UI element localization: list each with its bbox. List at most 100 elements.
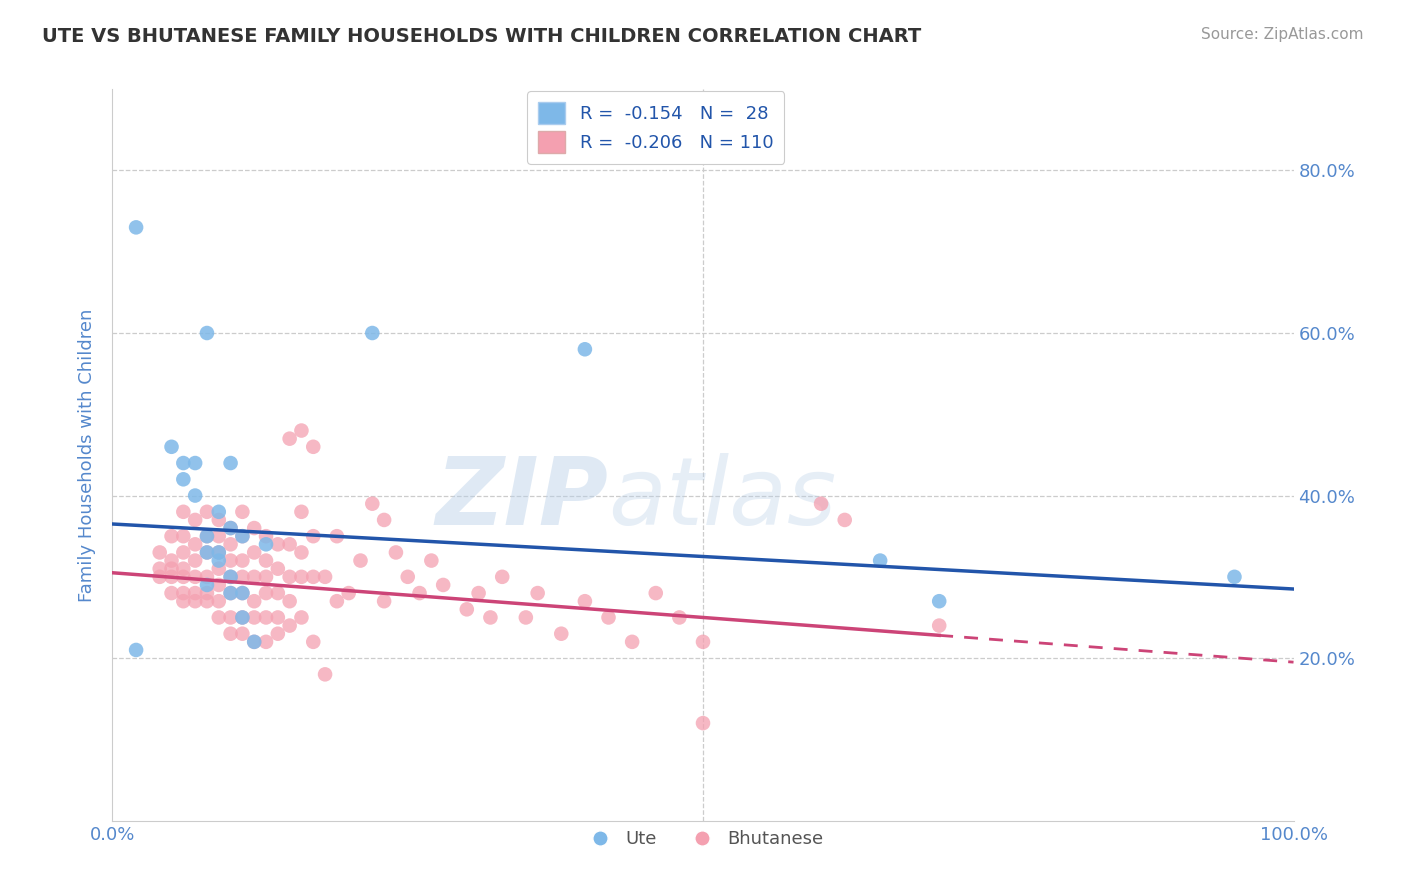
Point — [184, 537, 207, 551]
Point — [834, 513, 856, 527]
Point — [326, 594, 349, 608]
Point — [208, 545, 231, 559]
Point — [172, 570, 194, 584]
Point — [337, 586, 360, 600]
Point — [243, 610, 266, 624]
Point — [302, 570, 325, 584]
Point — [208, 505, 231, 519]
Legend: Ute, Bhutanese: Ute, Bhutanese — [575, 823, 831, 855]
Point — [243, 521, 266, 535]
Point — [184, 570, 207, 584]
Text: ZIP: ZIP — [436, 453, 609, 545]
Point — [184, 594, 207, 608]
Point — [172, 545, 194, 559]
Point — [869, 553, 891, 567]
Point — [160, 529, 183, 543]
Point — [231, 553, 253, 567]
Y-axis label: Family Households with Children: Family Households with Children — [77, 309, 96, 601]
Point — [243, 570, 266, 584]
Point — [149, 545, 172, 559]
Point — [184, 513, 207, 527]
Point — [467, 586, 489, 600]
Point — [160, 562, 183, 576]
Point — [1223, 570, 1246, 584]
Point — [361, 497, 384, 511]
Point — [231, 570, 253, 584]
Point — [219, 586, 242, 600]
Point — [149, 562, 172, 576]
Point — [208, 562, 231, 576]
Point — [278, 618, 301, 632]
Point — [195, 529, 218, 543]
Point — [314, 667, 336, 681]
Point — [125, 643, 148, 657]
Point — [515, 610, 537, 624]
Point — [231, 610, 253, 624]
Point — [290, 505, 312, 519]
Point — [302, 440, 325, 454]
Point — [172, 456, 194, 470]
Point — [219, 521, 242, 535]
Point — [195, 578, 218, 592]
Point — [254, 529, 277, 543]
Point — [195, 326, 218, 340]
Point — [243, 635, 266, 649]
Point — [267, 610, 290, 624]
Point — [184, 586, 207, 600]
Text: UTE VS BHUTANESE FAMILY HOUSEHOLDS WITH CHILDREN CORRELATION CHART: UTE VS BHUTANESE FAMILY HOUSEHOLDS WITH … — [42, 27, 921, 45]
Point — [928, 594, 950, 608]
Point — [574, 343, 596, 357]
Point — [302, 529, 325, 543]
Point — [243, 545, 266, 559]
Point — [195, 570, 218, 584]
Point — [598, 610, 620, 624]
Point — [267, 586, 290, 600]
Point — [302, 635, 325, 649]
Point — [160, 586, 183, 600]
Point — [172, 594, 194, 608]
Point — [208, 578, 231, 592]
Point — [290, 545, 312, 559]
Point — [208, 553, 231, 567]
Point — [208, 513, 231, 527]
Point — [267, 626, 290, 640]
Text: Source: ZipAtlas.com: Source: ZipAtlas.com — [1201, 27, 1364, 42]
Point — [396, 570, 419, 584]
Point — [195, 594, 218, 608]
Point — [692, 716, 714, 731]
Point — [172, 562, 194, 576]
Point — [267, 562, 290, 576]
Point — [219, 570, 242, 584]
Point — [928, 618, 950, 632]
Point — [195, 505, 218, 519]
Point — [290, 424, 312, 438]
Point — [278, 537, 301, 551]
Point — [208, 594, 231, 608]
Point — [254, 570, 277, 584]
Point — [160, 570, 183, 584]
Point — [373, 594, 395, 608]
Point — [408, 586, 430, 600]
Point — [231, 586, 253, 600]
Point — [254, 553, 277, 567]
Point — [692, 635, 714, 649]
Point — [219, 610, 242, 624]
Point — [208, 610, 231, 624]
Point — [231, 529, 253, 543]
Point — [231, 529, 253, 543]
Point — [267, 537, 290, 551]
Point — [219, 537, 242, 551]
Point — [160, 440, 183, 454]
Point — [326, 529, 349, 543]
Point — [491, 570, 513, 584]
Point — [373, 513, 395, 527]
Point — [550, 626, 572, 640]
Point — [456, 602, 478, 616]
Point — [172, 505, 194, 519]
Point — [361, 326, 384, 340]
Point — [243, 635, 266, 649]
Point — [278, 570, 301, 584]
Point — [254, 610, 277, 624]
Point — [278, 594, 301, 608]
Point — [160, 553, 183, 567]
